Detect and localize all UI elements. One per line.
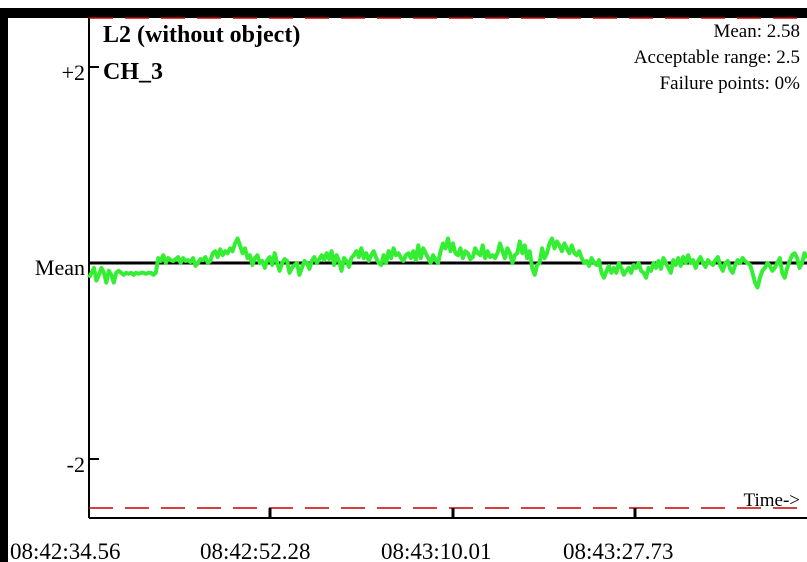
time-label: Time-> bbox=[744, 490, 800, 511]
y-tick-label-minus2: -2 bbox=[67, 452, 85, 477]
y-tick-label-mean: Mean bbox=[35, 255, 85, 280]
stats-range: Acceptable range: 2.5 bbox=[634, 47, 800, 68]
y-tick-label-plus2: +2 bbox=[62, 60, 85, 85]
series-layer bbox=[87, 236, 807, 290]
x-tick-label-4: 08:43:27.73 bbox=[563, 539, 674, 562]
series-line-1 bbox=[87, 236, 807, 290]
chart-title: L2 (without object) bbox=[103, 22, 300, 48]
chart-subtitle: CH_3 bbox=[103, 59, 163, 85]
x-tick-label-1: 08:42:34.56 bbox=[10, 539, 121, 562]
x-tick-label-2: 08:42:52.28 bbox=[200, 539, 311, 562]
stats-mean: Mean: 2.58 bbox=[713, 21, 800, 42]
stats-failure: Failure points: 0% bbox=[660, 73, 801, 94]
x-tick-label-3: 08:43:10.01 bbox=[381, 539, 492, 562]
